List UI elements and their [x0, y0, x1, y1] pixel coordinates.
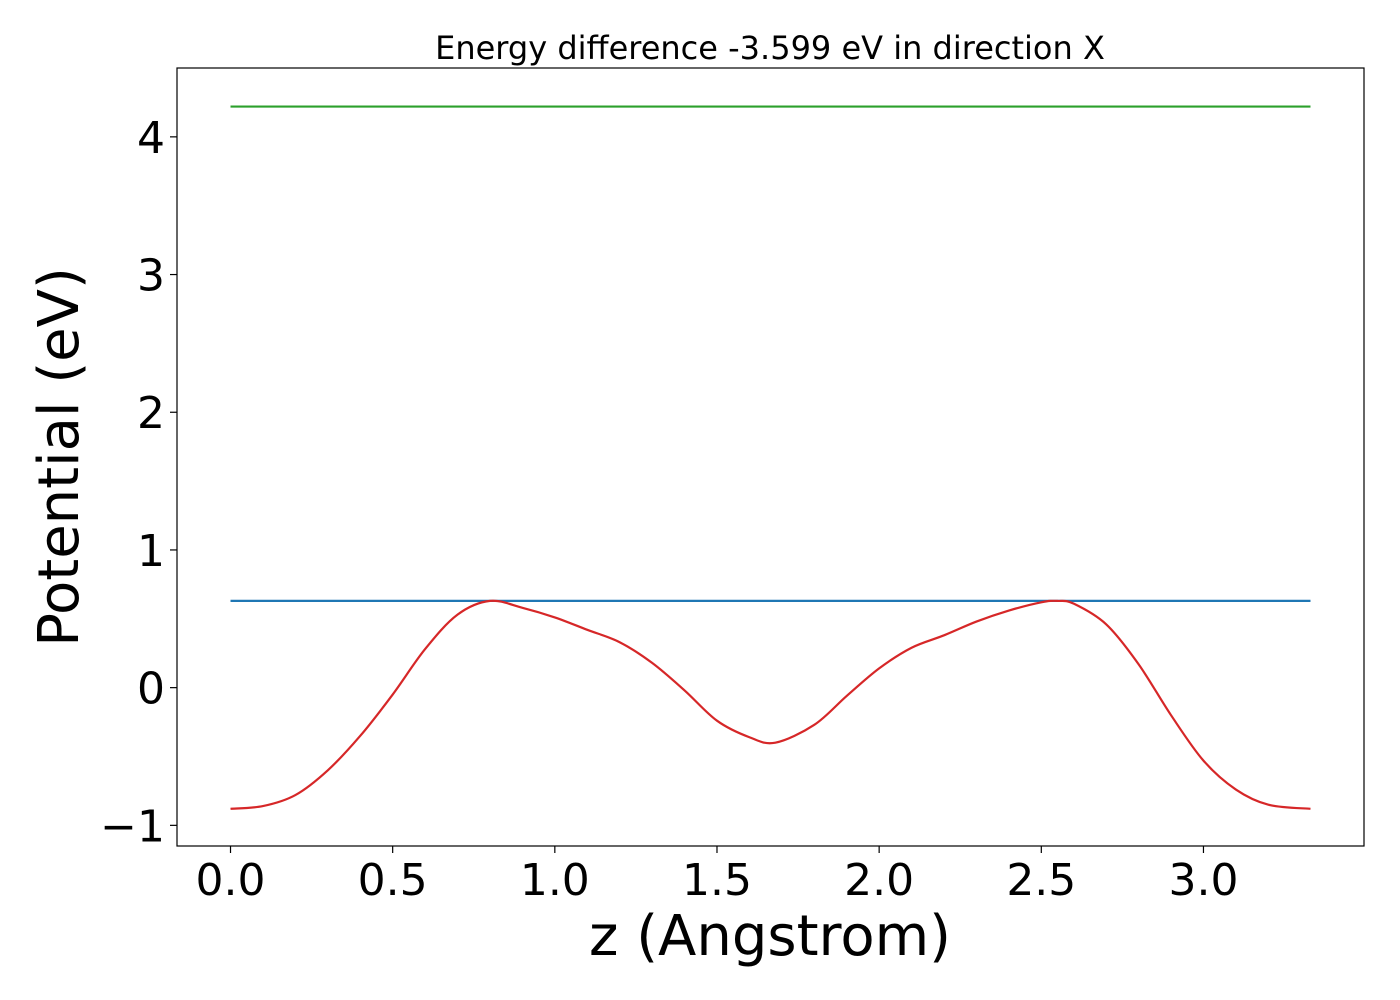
y-tick-label: 1 [137, 526, 165, 577]
x-tick-label: 1.0 [520, 855, 590, 906]
y-tick-label: −1 [100, 801, 165, 852]
y-tick-label: 3 [137, 251, 165, 302]
x-ticks: 0.0 0.5 1.0 1.5 2.0 2.5 3.0 [196, 846, 1238, 906]
y-ticks: −1 0 1 2 3 4 [100, 113, 177, 852]
series-line-red [230, 599, 1311, 810]
x-tick-label: 3.0 [1168, 855, 1238, 906]
x-tick-label: 0.5 [358, 855, 428, 906]
chart-title: Energy difference -3.599 eV in direction… [435, 29, 1105, 67]
x-tick-label: 2.5 [1006, 855, 1076, 906]
y-tick-label: 4 [137, 113, 165, 164]
x-tick-label: 0.0 [196, 855, 266, 906]
plot-area [176, 67, 1365, 847]
y-tick-label: 0 [137, 664, 165, 715]
series-layer [230, 105, 1311, 810]
x-axis-label: z (Angstrom) [589, 904, 951, 969]
x-tick-label: 2.0 [844, 855, 914, 906]
y-axis-label: Potential (eV) [27, 267, 92, 647]
y-tick-label: 2 [137, 388, 165, 439]
x-tick-label: 1.5 [682, 855, 752, 906]
